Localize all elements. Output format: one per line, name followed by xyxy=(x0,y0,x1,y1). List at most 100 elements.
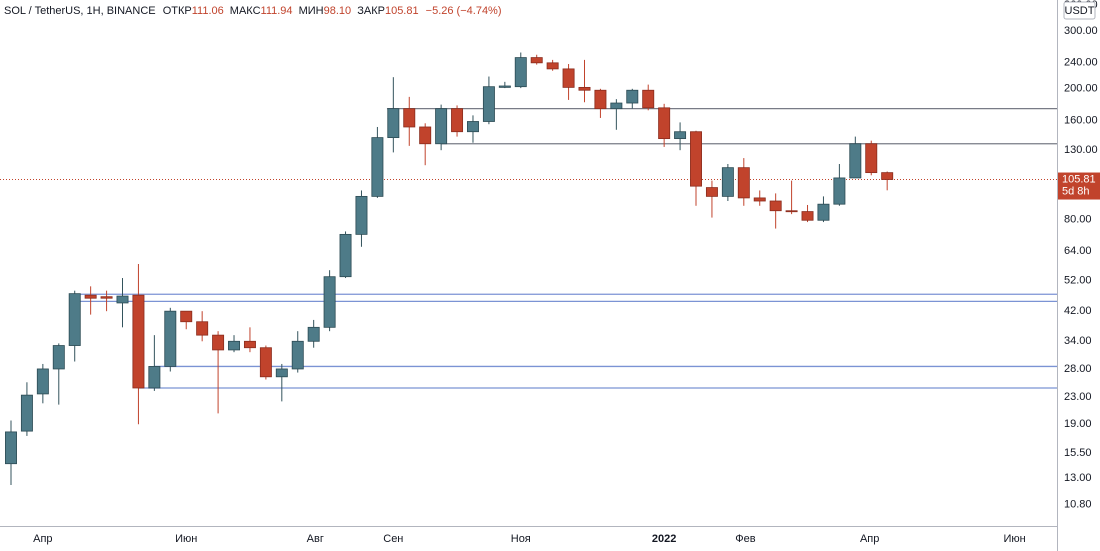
x-tick-label: Ноя xyxy=(511,533,531,545)
candle-body xyxy=(530,57,543,64)
candle-body xyxy=(20,394,33,432)
last-price-box xyxy=(1058,172,1100,200)
candle-body xyxy=(801,211,814,221)
candle-body xyxy=(100,296,113,299)
candle-body xyxy=(36,368,49,395)
candle-body xyxy=(658,107,671,140)
candle-body xyxy=(371,137,384,197)
candle-body xyxy=(291,340,304,370)
plot-area xyxy=(0,52,1057,486)
header-value: 111.94 xyxy=(261,5,293,17)
y-tick-label: 10.80 xyxy=(1064,499,1092,511)
candle-body xyxy=(435,108,448,145)
y-tick-label: 15.50 xyxy=(1064,447,1092,459)
candle-body xyxy=(562,68,575,88)
y-tick-label: 130.00 xyxy=(1064,144,1098,156)
candle-body xyxy=(339,233,352,278)
header-label: ЗАКР xyxy=(357,5,385,17)
candle-body xyxy=(594,89,607,110)
countdown-label: 5d 8h xyxy=(1062,185,1090,197)
y-tick-label: 64.00 xyxy=(1064,245,1092,257)
x-tick-label: 2022 xyxy=(652,533,676,545)
candle-body xyxy=(674,131,687,140)
candle-body xyxy=(52,345,65,370)
candle-body xyxy=(148,366,161,389)
candle-body xyxy=(5,431,17,465)
candle-body xyxy=(482,86,495,122)
y-tick-label: 80.00 xyxy=(1064,213,1092,225)
candle-body xyxy=(196,321,209,336)
y-tick-label: 28.00 xyxy=(1064,363,1092,375)
candle-body xyxy=(626,89,639,104)
currency-box[interactable] xyxy=(1063,1,1096,20)
candle-body xyxy=(721,167,734,197)
candle-body xyxy=(68,293,81,346)
candle-body xyxy=(514,57,527,88)
candle-body xyxy=(387,108,400,139)
candle-body xyxy=(403,108,416,128)
candle-body xyxy=(132,294,145,389)
candle-body xyxy=(546,62,559,70)
x-tick-label: Июн xyxy=(1004,533,1026,545)
candle-body xyxy=(785,210,798,213)
candle-body xyxy=(451,108,464,133)
y-tick-label: 23.00 xyxy=(1064,391,1092,403)
candle-body xyxy=(881,172,894,180)
candle-body xyxy=(833,177,846,205)
candle-body xyxy=(642,89,655,109)
header-value: 111.06 xyxy=(192,5,224,17)
y-tick-label: 42.00 xyxy=(1064,305,1092,317)
x-tick-label: Июн xyxy=(175,533,197,545)
candle-body xyxy=(610,102,623,110)
candle-body xyxy=(259,347,272,378)
header-label: МИН xyxy=(299,5,324,17)
header-label: ОТКР xyxy=(163,5,192,17)
symbol-title: SOL / TetherUS, 1H, BINANCE xyxy=(4,5,156,17)
axes: 360.00300.00240.00200.00160.00130.0080.0… xyxy=(33,0,1098,545)
header-label: МАКС xyxy=(230,5,261,17)
y-tick-label: 200.00 xyxy=(1064,83,1098,95)
candle-body xyxy=(817,203,830,221)
x-tick-label: Авг xyxy=(307,533,324,545)
candle-body xyxy=(180,310,193,323)
chart-header: SOL / TetherUS, 1H, BINANCE ОТКР111.06 М… xyxy=(4,5,502,17)
candle-body xyxy=(116,295,129,304)
candle-body xyxy=(355,195,368,235)
y-tick-label: 300.00 xyxy=(1064,25,1098,37)
x-tick-label: Апр xyxy=(33,533,52,545)
candle-body xyxy=(323,276,336,328)
candle-body xyxy=(84,294,97,299)
candle-body xyxy=(307,326,320,342)
y-tick-label: 19.00 xyxy=(1064,418,1092,430)
header-change: −5.26 (−4.74%) xyxy=(426,5,502,17)
candle-body xyxy=(769,200,782,212)
candle-body xyxy=(849,143,862,179)
last-price-label: 105.81 xyxy=(1062,173,1096,185)
candle-body xyxy=(753,197,766,202)
overlays: USDT SOL / TetherUS, 1H, BINANCE ОТКР111… xyxy=(4,1,1100,200)
candle-body xyxy=(578,86,591,91)
y-tick-label: 160.00 xyxy=(1064,115,1098,127)
y-tick-label: 34.00 xyxy=(1064,335,1092,347)
header-value: 105.81 xyxy=(385,5,419,17)
candle-body xyxy=(498,85,511,88)
x-tick-label: Фев xyxy=(735,533,755,545)
candle-body xyxy=(275,368,288,378)
candle-body xyxy=(164,310,177,367)
y-tick-label: 240.00 xyxy=(1064,57,1098,69)
candle-body xyxy=(865,143,878,174)
candle-body xyxy=(419,126,432,145)
y-tick-label: 13.00 xyxy=(1064,472,1092,484)
x-tick-label: Апр xyxy=(860,533,879,545)
header-value: 98.10 xyxy=(324,5,352,17)
candle-body xyxy=(737,167,750,199)
currency: USDT xyxy=(1065,5,1095,17)
x-tick-label: Сен xyxy=(383,533,403,545)
candle-body xyxy=(212,334,225,351)
candle-body xyxy=(467,121,479,133)
candle-body xyxy=(228,340,240,351)
candle-body xyxy=(705,187,718,197)
candle-body xyxy=(690,131,702,187)
